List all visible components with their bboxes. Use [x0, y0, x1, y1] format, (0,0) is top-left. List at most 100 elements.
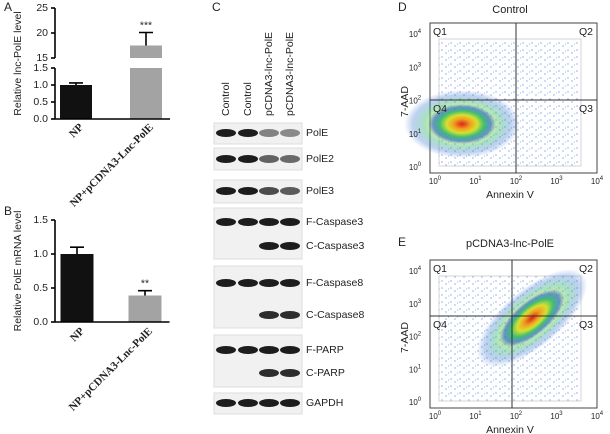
y-tick-label: 101	[409, 128, 422, 139]
y-tick-label: 103	[409, 298, 422, 309]
blot-band	[280, 369, 300, 377]
blot-band	[216, 129, 236, 137]
row-label: GAPDH	[306, 397, 343, 409]
y-tick-label: 102	[409, 331, 422, 342]
blot-band	[238, 279, 258, 287]
quadrant-label: Q2	[579, 26, 593, 38]
lane-label: Control	[242, 82, 254, 116]
tick-base: 10	[409, 130, 418, 139]
tick-exponent: 0	[438, 411, 442, 417]
tick-exponent: 0	[418, 397, 422, 403]
blot-band	[259, 346, 279, 354]
tick-base: 10	[591, 177, 600, 186]
significance: ***	[140, 19, 152, 31]
x-axis-label: Annexin V	[486, 189, 534, 201]
error-bar	[70, 246, 84, 254]
row-label: PolE3	[306, 185, 334, 197]
blot-band	[238, 155, 258, 163]
tick-base: 10	[469, 412, 478, 421]
x-tick-label: 101	[469, 411, 482, 422]
y-tick-label: 0.0	[33, 113, 48, 125]
tick-base: 10	[409, 333, 418, 342]
panel-label: E	[398, 235, 406, 249]
tick-exponent: 2	[418, 331, 422, 337]
blot-band	[238, 346, 258, 354]
blot-band	[280, 187, 300, 195]
tick-base: 10	[409, 267, 418, 276]
density	[428, 104, 496, 144]
x-tick-label: 104	[591, 411, 604, 422]
blot-band	[259, 218, 279, 226]
panel-label: B	[4, 204, 12, 218]
blot-band	[238, 399, 258, 407]
y-tick-label: 103	[409, 62, 422, 73]
tick-exponent: 3	[418, 298, 422, 304]
panel-label: A	[4, 0, 12, 14]
bar	[128, 295, 162, 322]
lane-label: pCDNA3-lnc-PolE	[284, 32, 296, 116]
y-tick-label: 20	[36, 27, 48, 39]
blot-band	[280, 242, 300, 250]
tick-exponent: 4	[418, 266, 422, 272]
row-label: F-Caspase8	[306, 277, 363, 289]
y-tick-label: 0.5	[33, 96, 48, 108]
tick-base: 10	[409, 163, 418, 172]
quadrant-label: Q3	[579, 319, 593, 331]
tick-exponent: 0	[438, 176, 442, 182]
blot-band	[280, 218, 300, 226]
blot-band	[216, 187, 236, 195]
blot-band	[238, 187, 258, 195]
tick-base: 10	[591, 412, 600, 421]
x-tick-label: 100	[429, 176, 442, 187]
tick-exponent: 3	[559, 176, 563, 182]
tick-base: 10	[409, 63, 418, 72]
row-label: C-Caspase8	[306, 309, 365, 321]
y-tick-label: 100	[409, 397, 422, 408]
y-tick-label: 104	[409, 266, 422, 277]
blot-band	[259, 399, 279, 407]
blot-band	[259, 369, 279, 377]
tick-exponent: 4	[600, 411, 604, 417]
y-tick-label: 25	[36, 2, 48, 14]
quadrant-label: Q3	[579, 103, 593, 115]
plot-title: pCDNA3-lnc-PolE	[466, 238, 554, 250]
y-tick-label: 1.0	[33, 248, 48, 260]
tick-base: 10	[469, 177, 478, 186]
y-tick-label: 1.5	[33, 62, 48, 74]
blot-band	[259, 242, 279, 250]
panel-label: D	[398, 0, 407, 14]
blot-membrane	[213, 122, 303, 145]
y-axis-label: 7-AAD	[399, 86, 411, 117]
quadrant-label: Q1	[433, 26, 447, 38]
x-tick-label: NP	[67, 121, 86, 140]
quadrant-label: Q4	[433, 103, 447, 115]
tick-exponent: 4	[600, 176, 604, 182]
tick-base: 10	[409, 398, 418, 407]
y-axis-label: Relative lnc-PolE level	[12, 11, 24, 115]
tick-exponent: 2	[519, 411, 523, 417]
blot-band	[280, 346, 300, 354]
y-tick-label: 0.5	[33, 282, 48, 294]
bar	[130, 45, 162, 119]
x-tick-label: 103	[550, 176, 563, 187]
y-tick-label: 104	[409, 29, 422, 40]
tick-base: 10	[550, 412, 559, 421]
row-label: F-PARP	[306, 344, 344, 356]
row-label: C-Caspase3	[306, 240, 365, 252]
blot-band	[216, 346, 236, 354]
blot-band	[216, 218, 236, 226]
blot-membrane	[213, 179, 303, 204]
y-tick-label: 102	[409, 95, 422, 106]
error-bar	[139, 31, 153, 46]
x-tick-label: 102	[510, 411, 523, 422]
lane-label: Control	[220, 82, 232, 116]
tick-exponent: 3	[559, 411, 563, 417]
tick-base: 10	[429, 177, 438, 186]
tick-base: 10	[409, 30, 418, 39]
lane-label: pCDNA3-lnc-PolE	[263, 32, 275, 116]
blot-band	[216, 399, 236, 407]
bar	[60, 254, 94, 322]
tick-base: 10	[409, 365, 418, 374]
blot-membrane	[213, 392, 303, 415]
